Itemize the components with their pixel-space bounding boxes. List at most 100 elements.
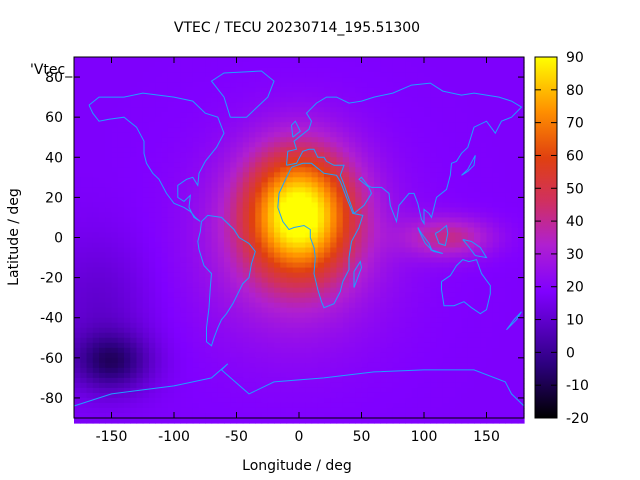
heatmap-cell — [136, 322, 144, 329]
heatmap-cell — [486, 317, 494, 324]
heatmap-cell — [330, 387, 338, 394]
heatmap-cell — [161, 197, 169, 203]
heatmap-cell — [149, 282, 156, 289]
heatmap-cell — [492, 397, 500, 404]
heatmap-cell — [86, 197, 94, 203]
heatmap-cell — [105, 207, 113, 214]
heatmap-cell — [361, 272, 369, 279]
heatmap-cell — [511, 337, 519, 344]
heatmap-cell — [74, 262, 81, 269]
heatmap-cell — [205, 67, 213, 73]
heatmap-cell — [167, 392, 175, 399]
heatmap-cell — [267, 292, 275, 299]
heatmap-cell — [455, 127, 463, 133]
heatmap-cell — [192, 382, 200, 389]
heatmap-cell — [167, 302, 175, 309]
heatmap-cell — [392, 322, 400, 329]
heatmap-cell — [299, 297, 306, 304]
heatmap-cell — [436, 177, 444, 183]
heatmap-cell — [249, 327, 256, 334]
heatmap-cell — [80, 87, 88, 93]
heatmap-cell — [330, 377, 338, 384]
heatmap-cell — [424, 212, 431, 219]
heatmap-cell — [517, 192, 525, 198]
heatmap-cell — [417, 392, 425, 399]
heatmap-cell — [186, 252, 194, 259]
heatmap-cell — [480, 197, 488, 203]
heatmap-cell — [374, 222, 381, 229]
heatmap-cell — [86, 362, 94, 369]
heatmap-cell — [130, 372, 138, 379]
heatmap-cell — [180, 167, 188, 173]
heatmap-cell — [255, 67, 263, 73]
heatmap-cell — [117, 77, 125, 83]
heatmap-cell — [230, 332, 238, 339]
heatmap-cell — [349, 322, 356, 329]
heatmap-cell — [199, 302, 206, 309]
heatmap-cell — [486, 247, 494, 254]
heatmap-cell — [355, 67, 363, 73]
heatmap-cell — [299, 157, 306, 163]
heatmap-cell — [224, 207, 231, 214]
heatmap-cell — [480, 202, 488, 209]
heatmap-cell — [199, 352, 206, 359]
heatmap-cell — [261, 367, 269, 374]
heatmap-cell — [230, 107, 238, 113]
heatmap-cell — [292, 237, 300, 244]
heatmap-cell — [267, 57, 275, 63]
heatmap-cell — [399, 372, 406, 379]
heatmap-cell — [242, 382, 250, 389]
heatmap-cell — [105, 232, 113, 239]
heatmap-cell — [480, 102, 488, 108]
heatmap-cell — [149, 332, 156, 339]
heatmap-cell — [117, 62, 125, 68]
heatmap-cell — [355, 362, 363, 369]
heatmap-cell — [392, 297, 400, 304]
heatmap-cell — [386, 382, 394, 389]
heatmap-cell — [217, 152, 225, 158]
heatmap-cell — [174, 152, 181, 158]
heatmap-cell — [324, 202, 331, 209]
heatmap-cell — [242, 217, 250, 224]
heatmap-cell — [249, 227, 256, 234]
heatmap-cell — [499, 82, 506, 88]
heatmap-cell — [180, 312, 188, 319]
heatmap-cell — [386, 227, 394, 234]
heatmap-cell — [255, 292, 263, 299]
heatmap-cell — [449, 237, 456, 244]
heatmap-cell — [149, 147, 156, 153]
heatmap-cell — [192, 312, 200, 319]
heatmap-cell — [149, 272, 156, 279]
heatmap-cell — [224, 212, 231, 219]
heatmap-cell — [249, 142, 256, 148]
heatmap-cell — [167, 377, 175, 384]
heatmap-cell — [180, 147, 188, 153]
heatmap-cell — [155, 352, 163, 359]
heatmap-cell — [92, 387, 100, 394]
heatmap-cell — [105, 397, 113, 404]
heatmap-cell — [230, 192, 238, 198]
heatmap-cell — [199, 247, 206, 254]
heatmap-cell — [342, 97, 350, 103]
heatmap-cell — [92, 402, 100, 409]
heatmap-cell — [230, 237, 238, 244]
heatmap-cell — [511, 292, 519, 299]
heatmap-cell — [174, 382, 181, 389]
heatmap-cell — [155, 242, 163, 249]
heatmap-cell — [92, 237, 100, 244]
heatmap-cell — [480, 382, 488, 389]
heatmap-cell — [505, 132, 513, 138]
heatmap-cell — [405, 297, 413, 304]
heatmap-cell — [342, 82, 350, 88]
heatmap-cell — [499, 92, 506, 98]
heatmap-cell — [317, 377, 325, 384]
heatmap-cell — [199, 377, 206, 384]
heatmap-cell — [311, 242, 319, 249]
heatmap-cell — [455, 77, 463, 83]
heatmap-cell — [336, 322, 344, 329]
heatmap-cell — [205, 92, 213, 98]
heatmap-cell — [380, 57, 388, 63]
heatmap-cell — [249, 177, 256, 183]
heatmap-cell — [311, 77, 319, 83]
heatmap-cell — [405, 352, 413, 359]
